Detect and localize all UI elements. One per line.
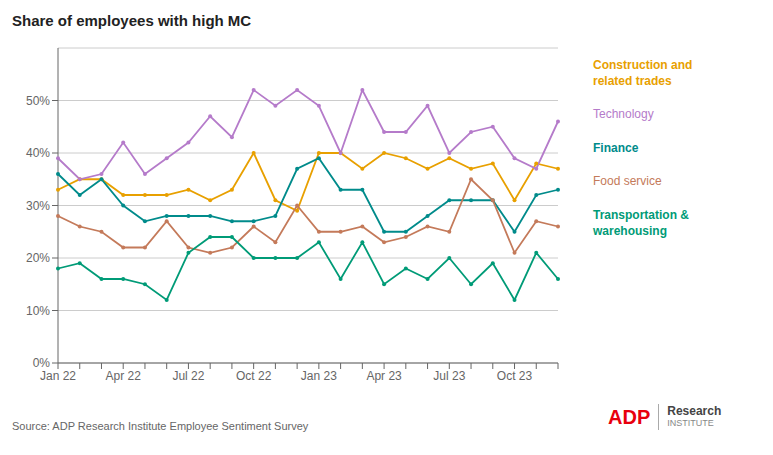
- html-text:ADP: ADP: [608, 405, 651, 428]
- html-text:warehousing: warehousing: [593, 223, 667, 238]
- html-text:Finance: Finance: [593, 140, 639, 155]
- svg-text:Jan 23: Jan 23: [301, 369, 337, 383]
- svg-text:Apr 23: Apr 23: [366, 369, 402, 383]
- html-text:Transportation &: Transportation &: [593, 208, 689, 222]
- html-text:Source: ADP Research Institute: Source: ADP Research Institute Employee …: [12, 420, 309, 432]
- svg-text:0%: 0%: [33, 356, 51, 370]
- svg-text:Oct 23: Oct 23: [497, 369, 533, 383]
- html-text:Research: Research: [667, 404, 722, 419]
- svg-text:Jan 22: Jan 22: [40, 369, 76, 383]
- svg-text:Jul 23: Jul 23: [433, 369, 465, 383]
- svg-text:40%: 40%: [26, 146, 50, 160]
- html-text:Technology: Technology: [593, 107, 654, 122]
- svg-text:20%: 20%: [26, 251, 50, 265]
- html-text:related trades: related trades: [593, 73, 672, 88]
- svg-text:10%: 10%: [26, 304, 50, 318]
- svg-text:Oct 22: Oct 22: [236, 369, 272, 383]
- svg-text:50%: 50%: [26, 94, 50, 108]
- svg-text:Jul 22: Jul 22: [172, 369, 204, 383]
- svg-text:30%: 30%: [26, 199, 50, 213]
- svg-text:Apr 22: Apr 22: [106, 369, 142, 383]
- html-text:Share of employees with high M: Share of employees with high MC: [12, 12, 252, 29]
- html-text:INSTITUTE: INSTITUTE: [667, 417, 714, 428]
- html-text:Construction and: Construction and: [593, 58, 693, 72]
- html-text:Food service: Food service: [593, 174, 662, 189]
